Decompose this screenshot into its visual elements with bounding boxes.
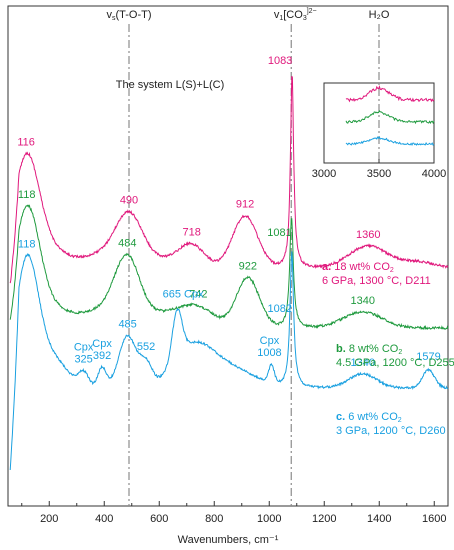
series-b-line bbox=[9, 204, 449, 331]
legend-c-composition: 6 wt% CO bbox=[345, 411, 398, 423]
inset-series-c bbox=[345, 136, 435, 146]
peak-label-c-8: Cpx bbox=[260, 335, 280, 347]
peak-label-c-10: 1082 bbox=[268, 303, 292, 315]
inset-series-a bbox=[345, 85, 435, 103]
ref-label-1-rest: [CO bbox=[283, 9, 303, 21]
ref-label-0-main: v bbox=[106, 9, 112, 21]
peak-label-c-9: 1008 bbox=[257, 347, 281, 359]
peak-label-b-3: 922 bbox=[239, 261, 257, 273]
series-c-line bbox=[9, 251, 449, 471]
x-tick-label: 600 bbox=[150, 513, 168, 525]
peak-label-b-4: 1081 bbox=[267, 227, 291, 239]
legend-a-line2: 6 GPa, 1300 °C, D211 bbox=[322, 275, 431, 287]
inset-series-b bbox=[345, 110, 435, 125]
system-label: The system L(S)+L(C) bbox=[116, 79, 225, 91]
peak-label-c-3: Cpx bbox=[92, 338, 112, 350]
legend-b-composition: 8 wt% CO bbox=[346, 343, 399, 355]
peak-label-b-2: 742 bbox=[189, 289, 207, 301]
legend-c-sub: 2 bbox=[398, 417, 402, 424]
x-tick-label: 800 bbox=[205, 513, 223, 525]
peak-label-c-12: 1579 bbox=[416, 351, 440, 363]
h2o-inset: H₂O 3000 3500 4000 bbox=[312, 9, 446, 180]
peak-label-c-4: 392 bbox=[93, 350, 111, 362]
peak-label-b-5: 1340 bbox=[351, 295, 375, 307]
series-layer bbox=[9, 75, 449, 471]
peak-label-c-1: Cpx bbox=[74, 341, 94, 353]
peak-label-c-5: 485 bbox=[118, 319, 136, 331]
x-tick-label: 200 bbox=[40, 513, 58, 525]
plot-frame bbox=[7, 5, 449, 507]
series-a-line bbox=[9, 75, 449, 284]
ref-label-1-sub: 1 bbox=[279, 15, 283, 22]
legend-b-key: b. bbox=[336, 343, 346, 355]
peak-label-a-0: 116 bbox=[17, 137, 35, 149]
peak-label-a-5: 1360 bbox=[356, 229, 380, 241]
peak-label-c-6: 552 bbox=[137, 341, 155, 353]
ref-label-1-main: v bbox=[274, 9, 280, 21]
peak-label-a-1: 490 bbox=[120, 195, 138, 207]
ref-label-1-sub2: 3 bbox=[303, 15, 307, 22]
legend-a-key: a. bbox=[322, 261, 331, 273]
reference-label-tot: vs(T-O-T) bbox=[106, 9, 151, 22]
inset-tick-label: 3000 bbox=[312, 168, 336, 180]
peak-label-a-2: 718 bbox=[183, 226, 201, 238]
peak-label-b-1: 484 bbox=[118, 237, 136, 249]
legend-b-line1: b. 8 wt% CO2 bbox=[336, 343, 402, 356]
x-axis-label: Wavenumbers, cm⁻¹ bbox=[178, 534, 279, 546]
peak-label-c-7: 665 Cpx bbox=[163, 289, 204, 301]
peak-label-b-0: 118 bbox=[18, 189, 36, 201]
ref-label-0-sub: s bbox=[112, 15, 116, 22]
peak-label-layer: 116 490 718 912 1083 1360 118 484 742 922 1081 1340… bbox=[17, 55, 440, 369]
legend-a-line1: a. 18 wt% CO2 bbox=[322, 261, 394, 274]
x-tick-label: 1400 bbox=[367, 513, 391, 525]
inset-title: H₂O bbox=[369, 9, 390, 21]
peak-label-c-11: 1340 bbox=[351, 357, 375, 369]
peak-label-c-0: 118 bbox=[18, 238, 36, 250]
x-tick-label: 1200 bbox=[312, 513, 336, 525]
x-tick-label: 1000 bbox=[257, 513, 281, 525]
legend-b-line2: 4.5 GPa, 1200 °C, D255 bbox=[336, 357, 454, 369]
legend-c-line1: c. 6 wt% CO2 bbox=[336, 411, 402, 424]
x-tick-label: 400 bbox=[95, 513, 113, 525]
legend-b-sub: 2 bbox=[398, 349, 402, 356]
peak-label-a-3: 912 bbox=[236, 199, 254, 211]
legend-c-line2: 3 GPa, 1200 °C, D260 bbox=[336, 425, 446, 437]
peak-label-a-4: 1083 bbox=[268, 55, 292, 67]
legend-a-sub: 2 bbox=[390, 267, 394, 274]
ref-label-0-rest: (T-O-T) bbox=[115, 9, 151, 21]
x-tick-label: 1600 bbox=[422, 513, 446, 525]
legend-c-key: c. bbox=[336, 411, 345, 423]
legend-a-composition: 18 wt% CO bbox=[331, 261, 390, 273]
reference-label-co3: v1[CO3]2− bbox=[274, 8, 317, 22]
x-axis: 200 400 600 800 1000 1200 1400 1600 bbox=[21, 501, 446, 525]
inset-tick-label: 3500 bbox=[367, 168, 391, 180]
peak-label-c-2: 325 bbox=[74, 353, 92, 365]
inset-tick-label: 4000 bbox=[422, 168, 446, 180]
ref-label-1-sup: ]2− bbox=[307, 8, 317, 15]
